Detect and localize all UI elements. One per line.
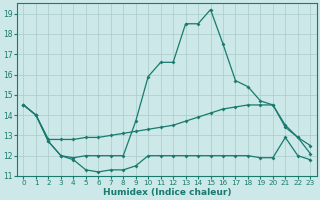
X-axis label: Humidex (Indice chaleur): Humidex (Indice chaleur) [103,188,231,197]
